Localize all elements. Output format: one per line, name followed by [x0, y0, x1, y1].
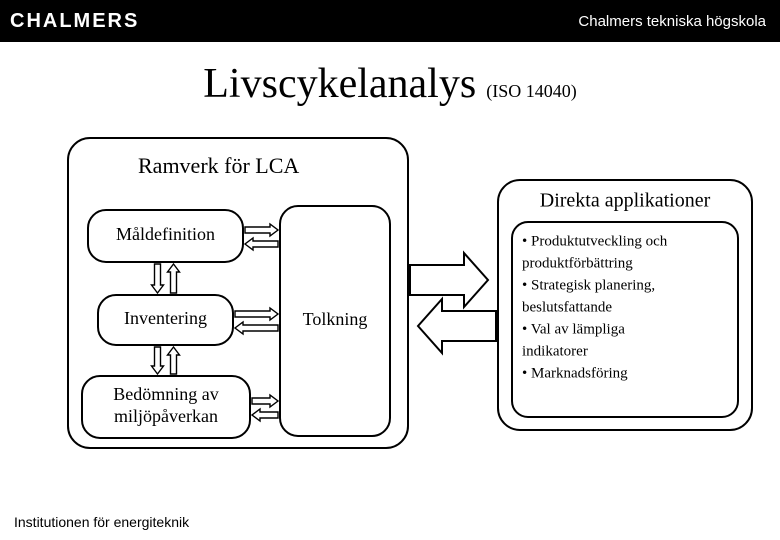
svg-text:Ramverk för LCA: Ramverk för LCA: [138, 153, 299, 178]
svg-text:Direkta applikationer: Direkta applikationer: [540, 190, 711, 212]
svg-text:• Produktutveckling och: • Produktutveckling och: [522, 233, 668, 249]
svg-text:• Strategisk planering,: • Strategisk planering,: [522, 277, 655, 293]
svg-text:Inventering: Inventering: [124, 308, 207, 328]
svg-text:miljöpåverkan: miljöpåverkan: [114, 406, 218, 426]
logo-text: CHALMERS: [10, 10, 139, 33]
svg-text:Måldefinition: Måldefinition: [116, 224, 215, 244]
title-row: Livscykelanalys (ISO 14040): [0, 60, 780, 108]
page-title: Livscykelanalys: [203, 60, 476, 108]
svg-text:• Val av lämpliga: • Val av lämpliga: [522, 321, 625, 337]
svg-text:beslutsfattande: beslutsfattande: [522, 299, 612, 315]
svg-text:Tolkning: Tolkning: [303, 309, 368, 329]
lca-diagram: Ramverk för LCA Måldefinition Inventering B…: [0, 120, 780, 500]
header-bar: CHALMERS Chalmers tekniska högskola: [0, 0, 780, 42]
page-subtitle: (ISO 14040): [486, 81, 577, 102]
footer-text: Institutionen för energiteknik: [14, 514, 189, 530]
svg-text:Bedömning av: Bedömning av: [113, 384, 219, 404]
svg-text:• Marknadsföring: • Marknadsföring: [522, 365, 628, 381]
school-text: Chalmers tekniska högskola: [578, 13, 766, 30]
svg-text:indikatorer: indikatorer: [522, 343, 588, 359]
svg-text:produktförbättring: produktförbättring: [522, 255, 633, 271]
